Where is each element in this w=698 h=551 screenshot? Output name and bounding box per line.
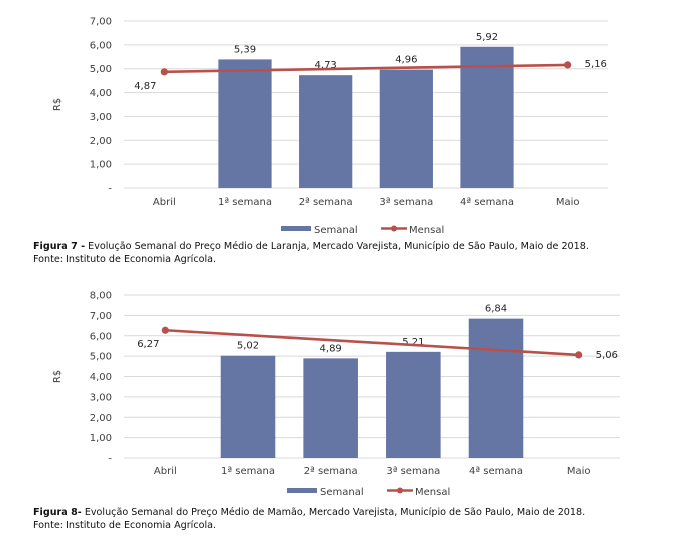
data-label: 4,87 <box>134 81 156 92</box>
data-label: 5,02 <box>237 341 259 352</box>
x-tick-label: 2ª semana <box>299 197 353 208</box>
legend-label-semanal: Semanal <box>314 225 358 236</box>
y-tick-label: 1,00 <box>90 433 112 444</box>
line-marker <box>161 326 169 334</box>
y-tick-label: 4,00 <box>90 372 112 383</box>
data-label: 5,06 <box>596 350 618 361</box>
figure-8-source: Fonte: Instituto de Economia Agrícola. <box>33 520 217 531</box>
figure-8-label: Figura 8- <box>33 507 82 518</box>
line-marker <box>575 351 583 359</box>
y-tick-label: 3,00 <box>90 112 112 123</box>
data-label: 5,16 <box>585 59 607 70</box>
data-label: 4,96 <box>395 55 417 66</box>
bar-semanal <box>460 46 514 188</box>
data-label: 6,27 <box>137 339 159 350</box>
y-tick-label: 1,00 <box>90 160 112 171</box>
y-tick-label: 6,00 <box>90 40 112 51</box>
bar-semanal <box>218 59 272 188</box>
figure-7-label: Figura 7 - <box>33 241 86 252</box>
x-tick-label: 4ª semana <box>469 466 523 477</box>
chart-mamao-svg: - 1,00 2,00 3,00 4,00 5,00 6,00 7,00 8,00 R$ 5,02 4… <box>52 291 620 498</box>
y-tick-label: 8,00 <box>90 291 112 302</box>
y-tick-label: 3,00 <box>90 392 112 403</box>
legend-marker-mensal <box>391 225 397 232</box>
chart-laranja-svg: - 1,00 2,00 3,00 4,00 5,00 6,00 7,00 R$ 5,39 4,73 4… <box>52 17 608 236</box>
data-label: 6,84 <box>485 304 507 315</box>
figure-7-text: Evolução Semanal do Preço Médio de Laran… <box>88 241 589 252</box>
bar-semanal <box>220 355 276 458</box>
figure-7-source: Fonte: Instituto de Economia Agrícola. <box>33 254 217 265</box>
line-marker <box>564 61 572 69</box>
x-tick-label: Maio <box>567 466 591 477</box>
legend-label-mensal: Mensal <box>415 487 450 498</box>
x-tick-label: 2ª semana <box>304 466 358 477</box>
figure-8-text: Evolução Semanal do Preço Médio de Mamão… <box>84 507 586 518</box>
figure-7-caption: Figura 7 - Evolução Semanal do Preço Méd… <box>33 240 589 266</box>
line-mensal <box>165 328 579 357</box>
legend-swatch-semanal <box>287 488 317 493</box>
data-label: 4,89 <box>320 343 342 354</box>
legend-swatch-semanal <box>281 226 311 231</box>
legend-marker-mensal <box>397 487 403 494</box>
y-tick-label: 4,00 <box>90 88 112 99</box>
y-tick-label: 6,00 <box>90 331 112 342</box>
y-tick-label: 2,00 <box>90 413 112 424</box>
data-label: 5,92 <box>476 32 498 43</box>
x-tick-label: Maio <box>556 197 580 208</box>
data-label: 5,21 <box>402 337 424 348</box>
x-tick-label: Abril <box>154 466 177 477</box>
bar-semanal <box>468 318 524 458</box>
line-marker <box>160 68 168 76</box>
y-axis-label: R$ <box>52 98 63 111</box>
x-tick-label: 4ª semana <box>460 197 514 208</box>
line-mensal <box>164 63 568 74</box>
y-axis-label: R$ <box>52 370 63 383</box>
y-tick-label: 2,00 <box>90 136 112 147</box>
y-tick-label: - <box>108 184 112 195</box>
x-tick-label: 3ª semana <box>379 197 433 208</box>
figure-8-caption: Figura 8- Evolução Semanal do Preço Médi… <box>33 506 585 532</box>
legend-label-mensal: Mensal <box>409 225 444 236</box>
y-tick-label: 5,00 <box>90 64 112 75</box>
legend-label-semanal: Semanal <box>320 487 364 498</box>
bar-semanal <box>299 75 353 188</box>
chart-mamao: - 1,00 2,00 3,00 4,00 5,00 6,00 7,00 8,00 R$ 5,02 4… <box>0 280 698 503</box>
bar-semanal <box>303 358 358 458</box>
x-tick-label: Abril <box>153 197 176 208</box>
data-label: 5,39 <box>234 44 256 55</box>
y-tick-label: - <box>108 454 112 465</box>
chart-laranja: - 1,00 2,00 3,00 4,00 5,00 6,00 7,00 R$ 5,39 4,73 4… <box>0 0 698 236</box>
y-tick-label: 7,00 <box>90 311 112 322</box>
data-label: 4,73 <box>315 60 337 71</box>
y-tick-label: 7,00 <box>90 17 112 28</box>
x-tick-label: 1ª semana <box>221 466 275 477</box>
x-tick-label: 1ª semana <box>218 197 272 208</box>
bar-semanal <box>386 351 441 458</box>
bar-semanal <box>379 69 433 188</box>
x-tick-label: 3ª semana <box>386 466 440 477</box>
y-tick-label: 5,00 <box>90 352 112 363</box>
